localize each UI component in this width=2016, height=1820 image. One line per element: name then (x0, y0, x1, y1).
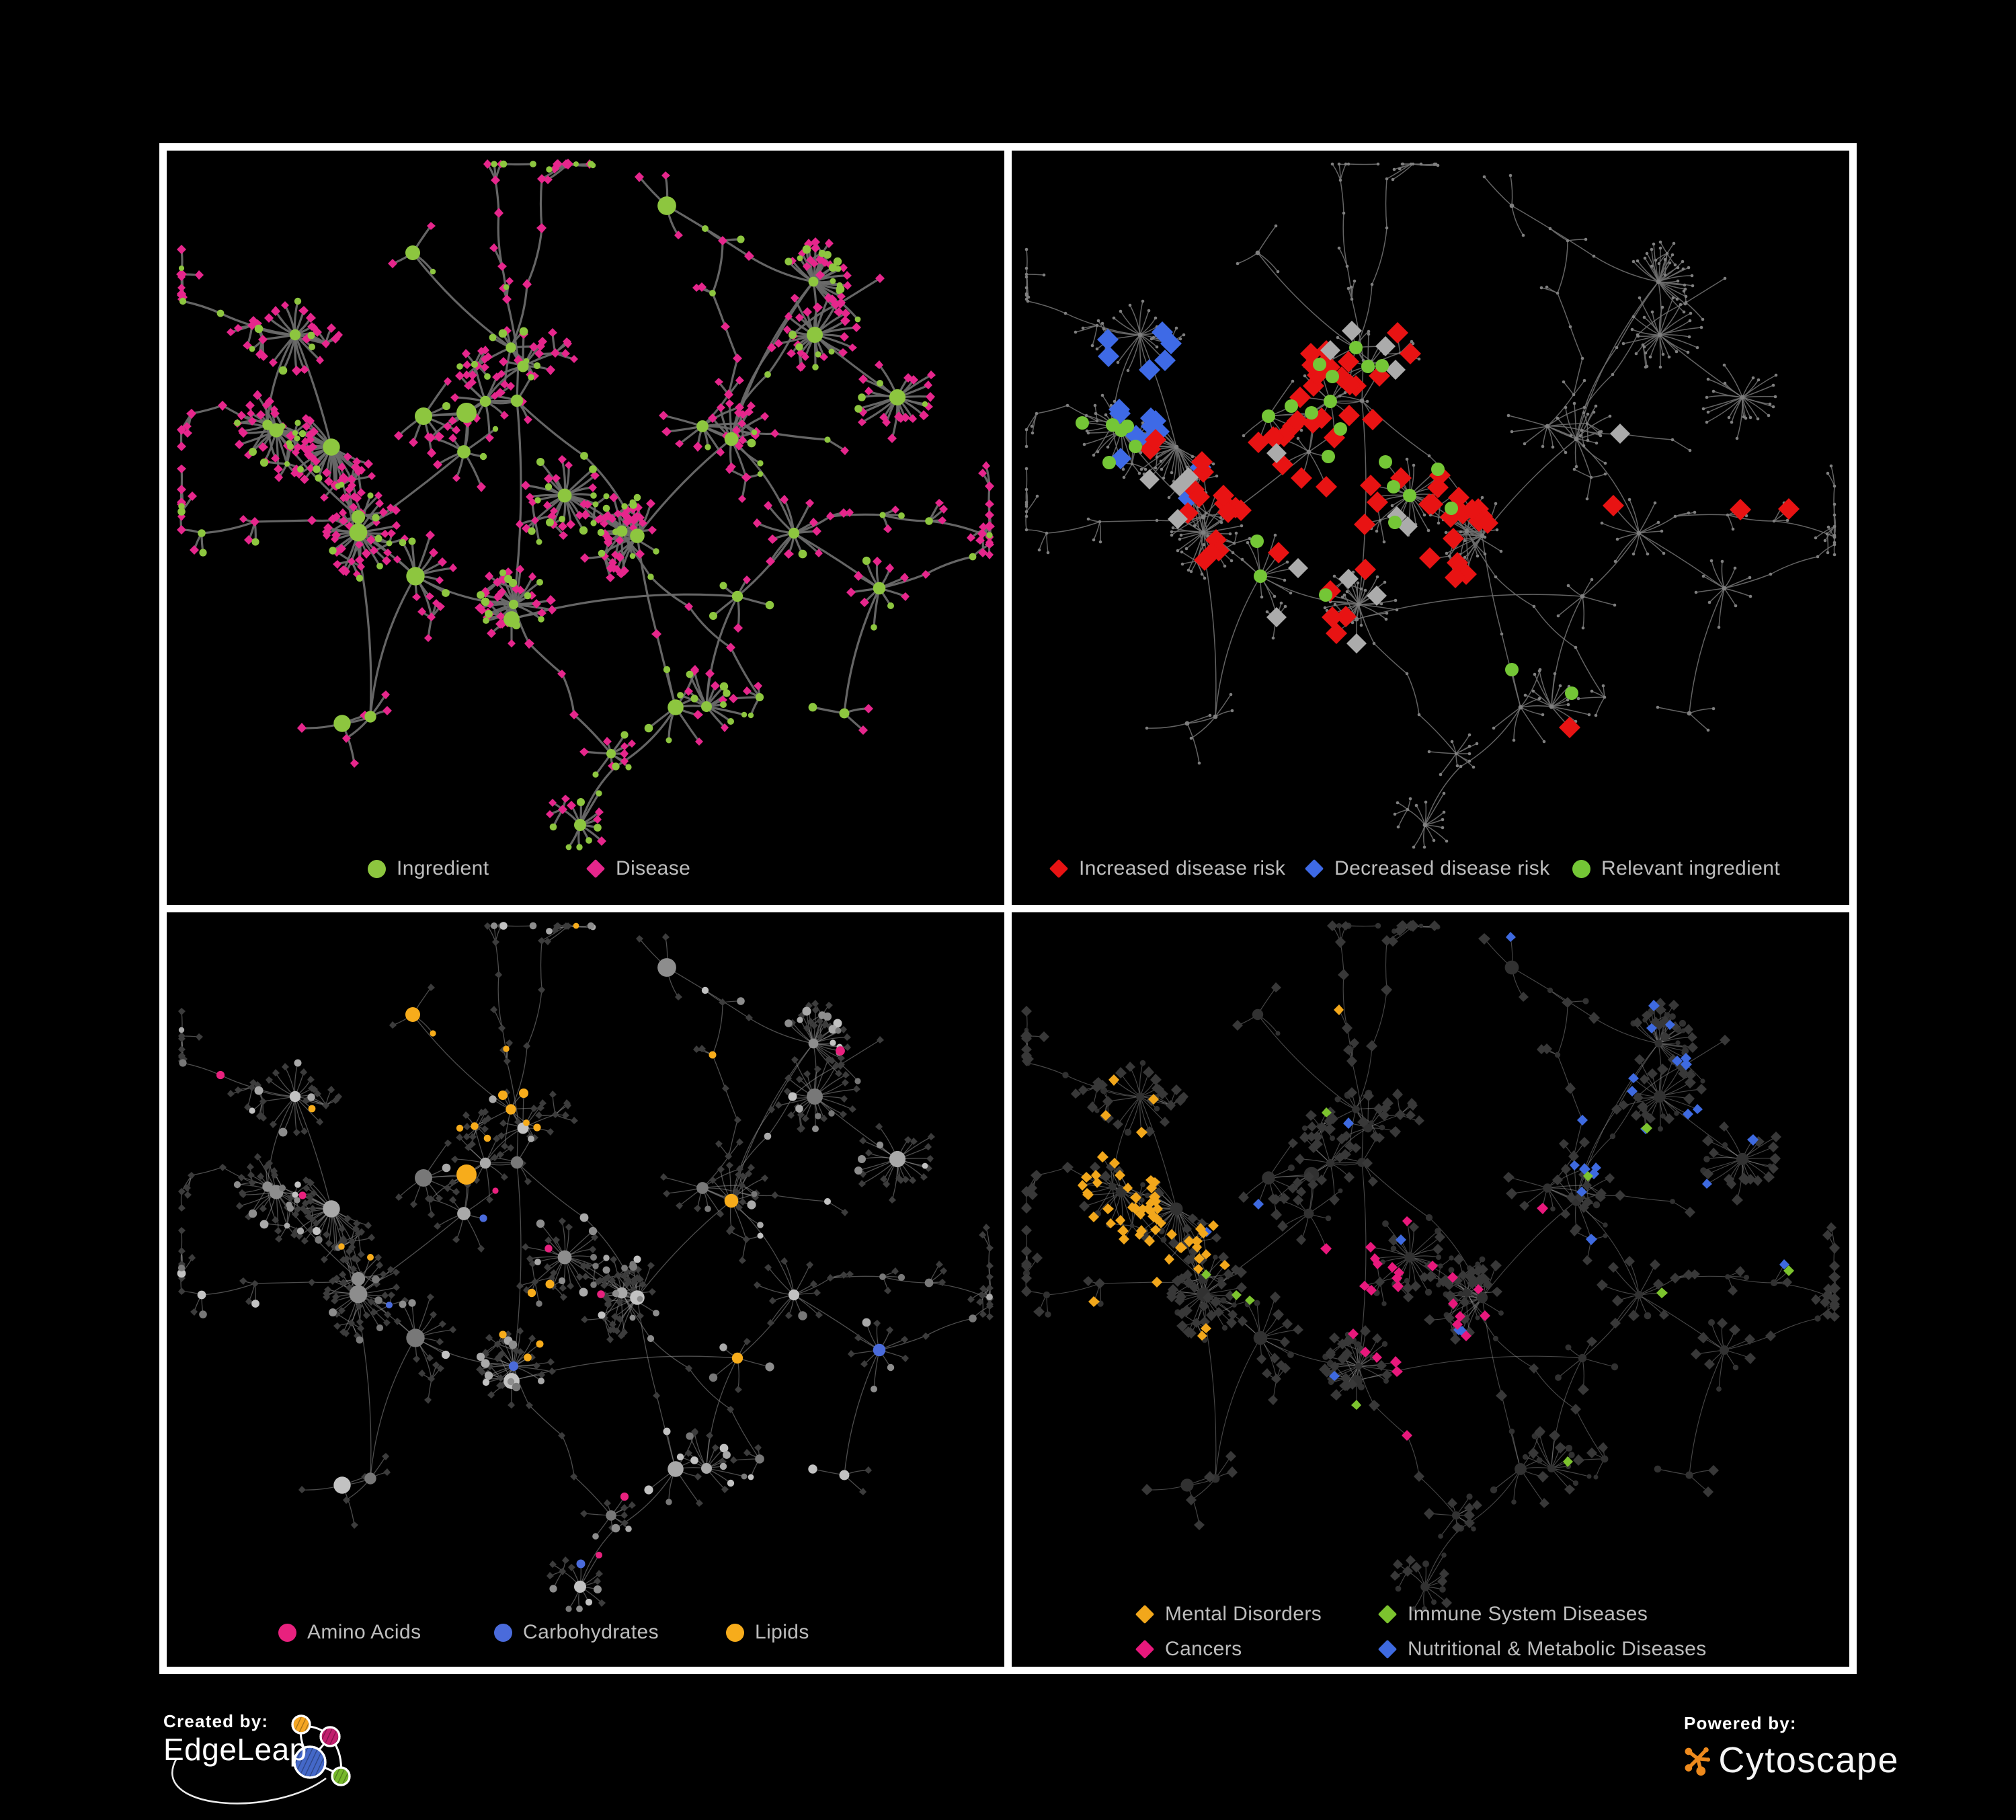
panel-disease-categories: Mental Disorders Immune System Diseases Ca… (1012, 912, 1849, 1667)
disease-risk-network (1024, 162, 1837, 849)
panels-grid: Ingredient Disease Increased disease risk… (159, 143, 1857, 1674)
cytoscape-credit: Powered by: Cytoscape (1684, 1713, 1899, 1801)
edgeleap-wordmark: EdgeLeap (163, 1732, 307, 1767)
panel-ingredient-disease: Ingredient Disease (167, 151, 1004, 905)
ingredient-categories-network (177, 922, 994, 1612)
created-by-label: Created by: (163, 1711, 269, 1731)
ingredient-disease-network (176, 159, 995, 850)
panel-ingredient-categories: Amino Acids Carbohydrates Lipids (167, 912, 1004, 1667)
cytoscape-wordmark: Cytoscape (1718, 1740, 1899, 1780)
powered-by-label: Powered by: (1684, 1713, 1797, 1733)
edgeleap-logo-icon (171, 1714, 351, 1805)
disease-categories-network (1020, 920, 1841, 1612)
cytoscape-logo-icon (1685, 1747, 1711, 1776)
edgeleap-credit: Created by: EdgeLeap (163, 1711, 378, 1817)
panel-disease-risk: Increased disease risk Decreased disease … (1012, 151, 1849, 905)
